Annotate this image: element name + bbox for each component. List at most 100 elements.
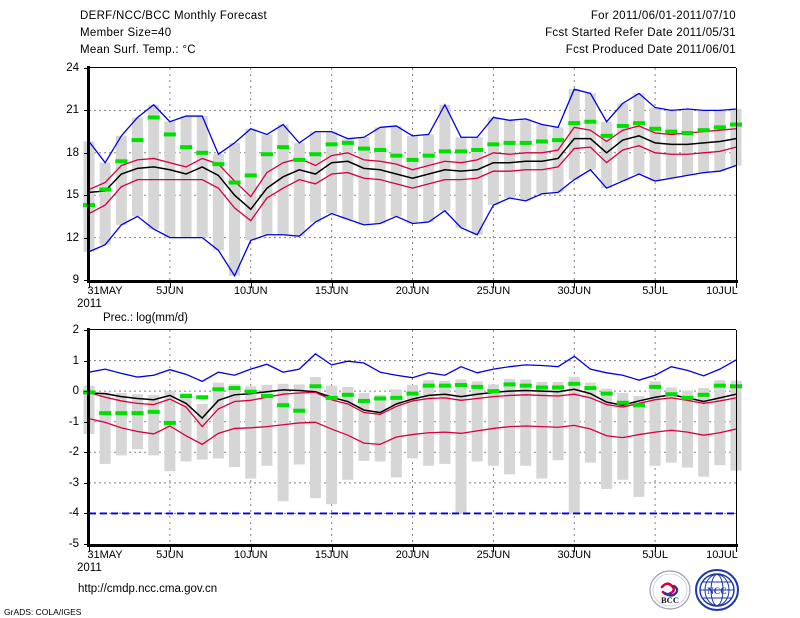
ensemble-range-bar — [407, 385, 418, 459]
ensemble-range-bar — [180, 392, 192, 462]
ensemble-range-bar — [568, 89, 580, 180]
mean-marker — [163, 420, 176, 425]
mean-marker — [277, 145, 290, 150]
mean-marker — [325, 395, 338, 400]
x-axis-tick-label: 31MAY — [87, 285, 123, 297]
y-axis-tick-label: 21 — [66, 104, 79, 117]
ensemble-range-bar — [568, 377, 580, 514]
mean-marker — [244, 173, 257, 178]
ensemble-range-bar — [504, 120, 516, 199]
y-axis-tick-mark — [84, 68, 89, 69]
mean-marker — [535, 385, 548, 390]
ensemble-range-bar — [633, 93, 645, 174]
axis-top — [89, 67, 736, 68]
ensemble-range-bar — [698, 110, 710, 173]
mean-marker — [293, 408, 306, 413]
y-axis-tick-label: 15 — [66, 189, 79, 202]
mean-marker — [309, 384, 322, 389]
mean-marker — [568, 381, 581, 386]
y-axis-tick-mark — [84, 330, 89, 331]
mean-marker — [406, 391, 419, 396]
source-url[interactable]: http://cmdp.ncc.cma.gov.cn — [78, 583, 218, 595]
ensemble-range-bar — [536, 124, 548, 194]
mean-marker — [584, 386, 597, 391]
mean-marker — [713, 383, 726, 388]
precipitation-axis-title: Prec.: log(mm/d) — [103, 312, 188, 324]
mean-marker — [697, 392, 710, 397]
ensemble-range-bar — [536, 381, 548, 479]
ensemble-range-bar — [407, 135, 418, 224]
ensemble-range-bar — [520, 379, 532, 466]
mean-marker — [131, 411, 144, 416]
ensemble-range-bar — [487, 117, 499, 206]
mean-marker — [180, 145, 193, 150]
y-axis-tick-mark — [84, 544, 89, 545]
ensemble-range-bar — [374, 394, 386, 462]
ensemble-range-bar — [358, 137, 370, 225]
x-axis-tick-label: 5JUL — [642, 285, 668, 297]
mean-marker — [99, 411, 112, 416]
ensemble-range-bar — [196, 116, 208, 238]
ensemble-range-bar — [423, 134, 435, 223]
ensemble-range-bar — [487, 384, 499, 466]
mean-marker — [277, 403, 290, 408]
mean-marker — [390, 153, 403, 158]
x-axis-tick-mark — [332, 283, 333, 288]
ensemble-range-bar — [455, 379, 467, 514]
ensemble-range-bar — [665, 387, 677, 463]
ensemble-range-bar — [681, 108, 693, 176]
mean-marker — [357, 146, 370, 151]
ensemble-range-bar — [633, 396, 645, 497]
ensemble-range-bar — [552, 381, 564, 461]
mean-marker — [147, 115, 160, 120]
svg-text:BCC: BCC — [661, 595, 679, 605]
x-axis-tick-mark — [251, 283, 252, 288]
mean-marker — [196, 150, 209, 155]
y-axis-tick-label: 12 — [66, 231, 79, 244]
x-axis-tick-mark — [493, 283, 494, 288]
y-axis-tick-label: -4 — [68, 507, 79, 520]
ensemble-range-bar — [293, 142, 305, 237]
ensemble-range-bar — [649, 381, 661, 466]
x-axis-tick-mark — [574, 283, 575, 288]
y-axis-tick-label: 2 — [72, 324, 79, 336]
y-axis-tick-label: -2 — [68, 446, 79, 459]
mean-marker — [632, 403, 645, 408]
ensemble-range-bar — [342, 138, 354, 220]
ensemble-range-bar — [180, 116, 192, 238]
ensemble-range-bar — [374, 127, 386, 224]
mean-marker — [665, 129, 678, 134]
ensemble-range-bar — [164, 391, 176, 472]
mean-marker — [697, 128, 710, 133]
ensemble-range-bar — [552, 127, 564, 193]
mean-marker — [212, 162, 225, 167]
x-axis-tick-label: 10JUN — [233, 549, 268, 561]
y-axis-tick-label: 24 — [66, 62, 79, 74]
ensemble-range-bar — [277, 124, 289, 235]
mean-marker — [147, 409, 160, 414]
ensemble-range-bar — [293, 384, 305, 465]
mean-marker — [406, 157, 419, 162]
ensemble-range-bar — [520, 118, 532, 201]
mean-marker — [487, 389, 500, 394]
y-axis-tick-mark — [84, 422, 89, 423]
x-axis-tick-mark — [736, 283, 737, 288]
x-axis-tick-label: 5JUN — [156, 285, 184, 297]
y-axis-tick-label: 0 — [72, 385, 79, 398]
series-q25 — [88, 418, 737, 446]
mean-marker — [293, 157, 306, 162]
mean-marker — [471, 147, 484, 152]
mean-marker — [519, 383, 532, 388]
x-axis-tick-mark — [89, 283, 90, 288]
mean-marker — [309, 152, 322, 157]
y-axis-tick-mark — [84, 513, 89, 514]
x-axis-year-label: 2011 — [77, 298, 102, 310]
mean-marker — [487, 142, 500, 147]
mean-marker — [260, 152, 273, 157]
mean-marker — [131, 138, 144, 143]
bcc-logo: BCC — [648, 570, 692, 610]
ensemble-range-bar — [342, 386, 354, 480]
y-axis-tick-label: -3 — [68, 476, 79, 489]
